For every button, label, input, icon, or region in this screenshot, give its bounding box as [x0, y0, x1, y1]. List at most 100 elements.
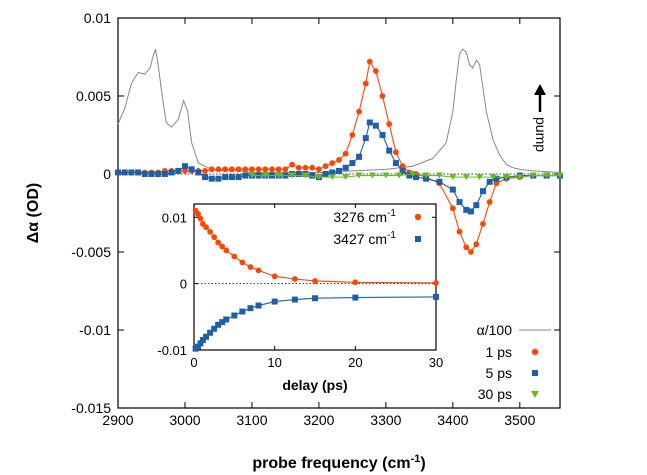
- inset-legend-marker-3276: [414, 213, 422, 221]
- main-data-point: [336, 167, 342, 174]
- legend-marker-1ps: [531, 348, 539, 356]
- main-data-point: [282, 166, 289, 173]
- main-data-point: [222, 174, 229, 181]
- inset-data-point: [271, 298, 278, 305]
- main-data-point: [342, 164, 349, 171]
- main-data-point: [248, 172, 256, 179]
- main-data-point: [468, 249, 474, 255]
- legend-marker-30ps: [531, 391, 539, 398]
- inset-data-point: [312, 295, 318, 302]
- inset-data-point: [207, 228, 214, 235]
- inset-data-point: [312, 278, 318, 284]
- main-data-point: [486, 199, 493, 205]
- inset-data-point: [247, 305, 254, 312]
- inset-data-point: [215, 239, 222, 246]
- main-data-point: [242, 166, 249, 173]
- inset-data-point: [195, 343, 202, 350]
- main-data-point: [449, 186, 456, 193]
- inset-data-point: [223, 247, 230, 254]
- inset-series-group: [192, 207, 439, 352]
- main-data-point: [409, 171, 417, 177]
- inset-data-point: [255, 302, 262, 309]
- main-data-point: [181, 163, 188, 170]
- main-x-tick-label: 3000: [169, 412, 200, 428]
- main-data-point: [262, 166, 269, 173]
- main-data-point: [195, 169, 202, 176]
- inset-data-point: [352, 294, 359, 301]
- main-data-point: [175, 167, 182, 174]
- inset-data-point: [433, 280, 439, 286]
- main-data-point: [362, 135, 369, 142]
- main-y-tick-label: -0.005: [71, 244, 111, 260]
- main-data-point: [188, 166, 195, 173]
- pump-arrow-head: [534, 84, 546, 95]
- main-data-point: [235, 166, 242, 173]
- main-data-point: [289, 161, 296, 168]
- main-data-point: [366, 58, 373, 65]
- main-data-point: [355, 172, 363, 179]
- main-series-line: [117, 48, 561, 173]
- inset-data-point: [203, 333, 210, 340]
- inset-data-point: [231, 253, 238, 260]
- main-data-point: [302, 172, 310, 179]
- main-data-point: [309, 164, 316, 171]
- main-data-point: [529, 172, 537, 179]
- main-series-0: [117, 48, 561, 173]
- inset-data-point: [211, 234, 218, 241]
- inset-plot-frame: [193, 203, 437, 351]
- x-axis-label: probe frequency (cm-1): [252, 453, 425, 472]
- inset-data-point: [219, 319, 226, 326]
- main-data-point: [115, 169, 121, 176]
- inset-data-point: [223, 316, 230, 323]
- y-axis-label: Δα (OD): [25, 183, 42, 243]
- pump-annotation: pump: [533, 84, 549, 152]
- inset-legend-label-3427: 3427 cm-1: [333, 230, 396, 247]
- main-y-tick-label: 0.005: [76, 88, 111, 104]
- main-data-point: [302, 164, 309, 171]
- inset-data-point: [239, 308, 246, 315]
- inset-legend: 3276 cm-1 3427 cm-1: [333, 208, 422, 247]
- main-y-tick-label: 0.01: [84, 10, 111, 26]
- main-data-point: [161, 171, 168, 177]
- main-data-point: [329, 160, 336, 166]
- main-data-point: [316, 166, 322, 173]
- main-data-point: [516, 174, 524, 181]
- main-data-point: [182, 167, 188, 174]
- inset-data-point: [197, 340, 204, 347]
- inset-data-point: [195, 211, 201, 217]
- main-data-point: [349, 160, 356, 167]
- main-data-point: [423, 175, 430, 182]
- main-plot-frame: [117, 17, 561, 409]
- main-data-point: [295, 164, 302, 171]
- main-data-point: [379, 132, 386, 138]
- main-data-point: [395, 172, 403, 179]
- inset-data-point: [207, 329, 214, 336]
- main-data-point: [322, 163, 329, 170]
- main-x-tick-label: 3500: [504, 412, 535, 428]
- main-data-point: [463, 206, 470, 213]
- main-series-line: [251, 173, 560, 178]
- main-data-point: [393, 149, 399, 156]
- main-series-group: [115, 48, 564, 255]
- main-data-point: [261, 172, 269, 179]
- main-data-point: [141, 171, 148, 177]
- main-data-point: [328, 174, 336, 181]
- inset-legend-marker-3427: [415, 236, 421, 242]
- main-data-point: [436, 178, 443, 185]
- main-x-tick-label: 3400: [437, 412, 468, 428]
- x-axis-label-superscript: -1: [411, 453, 421, 465]
- main-data-point: [406, 172, 413, 179]
- main-data-point: [476, 174, 484, 181]
- main-data-point: [493, 180, 500, 187]
- main-data-point: [342, 174, 350, 181]
- main-data-point: [456, 228, 463, 235]
- main-data-point: [386, 147, 393, 154]
- main-axis-ticks: 2900 3000 3100 3200 3300 3400 35000.010.0050-0…: [71, 10, 560, 428]
- inset-data-point: [203, 224, 210, 231]
- main-data-point: [121, 169, 128, 176]
- main-data-point: [449, 205, 456, 212]
- inset-data-point: [199, 337, 206, 344]
- inset-data-point: [211, 325, 218, 332]
- inset-data-point: [352, 279, 359, 286]
